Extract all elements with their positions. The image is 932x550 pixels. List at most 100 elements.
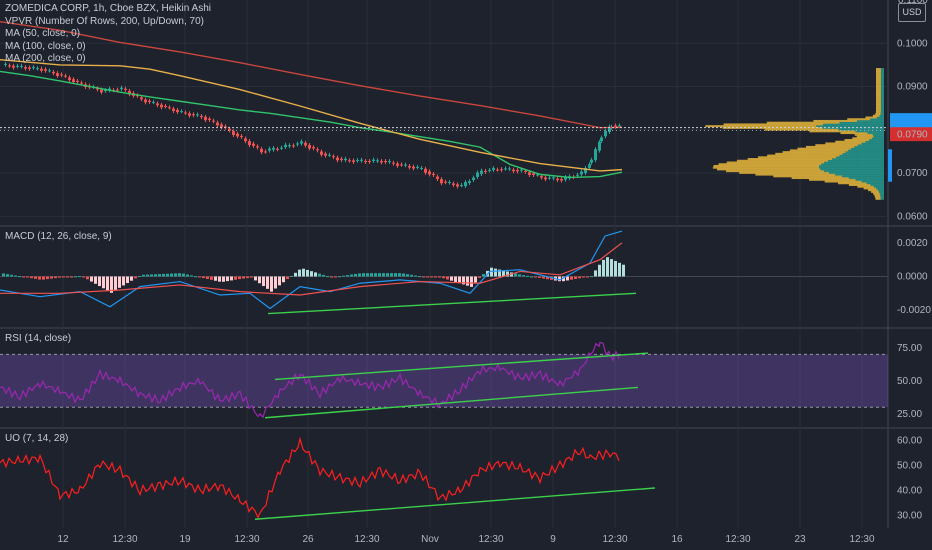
- macd-histogram-bar: [206, 276, 209, 279]
- vpvr-bar-up: [876, 74, 881, 77]
- candle: [492, 168, 495, 171]
- macd-histogram-bar: [226, 276, 229, 282]
- rsi-tick-label: 50.00: [897, 376, 922, 387]
- macd-histogram-bar: [606, 257, 609, 277]
- macd-histogram-bar: [118, 276, 121, 288]
- candle: [12, 65, 15, 68]
- candle: [8, 65, 11, 67]
- candle: [384, 160, 387, 163]
- vpvr-bar-up: [876, 85, 881, 88]
- candle: [272, 147, 275, 150]
- macd-histogram-bar: [478, 276, 481, 278]
- vpvr-bar-up: [852, 137, 872, 140]
- symbol-title[interactable]: ZOMEDICA CORP, 1h, Cboe BZX, Heikin Ashi: [5, 3, 212, 14]
- vpvr-bar-down: [880, 104, 884, 107]
- candle: [316, 149, 319, 151]
- vpvr-bar-up: [840, 132, 868, 135]
- macd-histogram-bar: [202, 276, 205, 279]
- candle: [180, 111, 183, 113]
- candle: [44, 69, 47, 71]
- macd-histogram-bar: [198, 276, 201, 278]
- macd-histogram-bar: [558, 276, 561, 282]
- candle: [224, 126, 227, 128]
- macd-histogram-bar: [378, 273, 381, 277]
- uo-trendline: [254, 487, 656, 520]
- macd-histogram-bar: [470, 276, 473, 287]
- macd-histogram-bar: [262, 276, 265, 287]
- legend-ma50[interactable]: MA (50, close, 0): [5, 28, 81, 40]
- candle: [72, 79, 75, 83]
- vpvr-bar-down: [873, 135, 884, 138]
- macd-histogram-bar: [358, 273, 361, 277]
- macd-histogram-bar: [526, 275, 529, 277]
- candle: [524, 170, 527, 172]
- macd-histogram-bar: [6, 274, 9, 277]
- candle: [556, 178, 559, 181]
- vpvr-bar-up: [809, 130, 856, 133]
- vpvr-bar-up: [789, 149, 849, 152]
- macd-histogram-bar: [146, 274, 149, 277]
- vpvr-bar-up: [875, 109, 881, 112]
- macd-histogram-bar: [398, 273, 401, 277]
- macd-histogram-bar: [542, 276, 545, 279]
- candle: [232, 131, 235, 136]
- candle: [344, 158, 347, 161]
- vpvr-bar-up: [773, 175, 842, 178]
- rsi-line: [0, 341, 620, 419]
- vpvr-bar-down: [851, 147, 884, 150]
- macd-histogram-bar: [570, 276, 573, 280]
- macd-histogram-bar: [450, 276, 453, 281]
- vpvr-bar-down: [861, 180, 884, 183]
- legend-vpvr[interactable]: VPVR (Number Of Rows, 200, Up/Down, 70): [5, 15, 204, 27]
- vpvr-bar-down: [839, 154, 884, 157]
- candle: [216, 122, 219, 126]
- vpvr-bar-down: [818, 166, 884, 169]
- time-tick-label: 23: [794, 534, 806, 545]
- candle: [588, 164, 591, 168]
- vpvr-bar-down: [880, 68, 884, 71]
- candle: [64, 75, 67, 77]
- vpvr-bar-down: [836, 156, 884, 159]
- macd-histogram-bar: [586, 276, 589, 278]
- legend-ma100[interactable]: MA (100, close, 0): [5, 40, 86, 52]
- candle: [608, 126, 611, 132]
- candle: [436, 176, 439, 180]
- macd-histogram-bar: [474, 276, 477, 283]
- vpvr-bar-up: [718, 163, 822, 166]
- candle: [512, 169, 515, 172]
- legend-ma200[interactable]: MA (200, close, 0): [5, 53, 86, 65]
- candle: [300, 141, 303, 144]
- macd-histogram-bar: [314, 272, 317, 277]
- vpvr-bar-down: [880, 87, 884, 90]
- candle: [392, 162, 395, 164]
- vpvr-bar-down: [873, 185, 884, 188]
- vpvr-bar-up: [876, 92, 881, 95]
- macd-histogram-bar: [402, 273, 405, 277]
- currency-badge[interactable]: USD: [898, 3, 926, 22]
- vpvr-bar-down: [880, 85, 884, 88]
- vpvr-bar-down: [848, 177, 884, 180]
- vpvr-bar-up: [791, 177, 849, 180]
- macd-histogram-bar: [334, 276, 337, 278]
- candle: [184, 112, 187, 114]
- candle: [348, 160, 351, 162]
- candle: [164, 106, 167, 108]
- candle: [448, 182, 451, 184]
- candle: [248, 141, 251, 146]
- macd-histogram-bar: [362, 273, 365, 277]
- candle: [36, 68, 39, 70]
- vpvr-bar-up: [876, 73, 881, 76]
- rsi-band: [0, 354, 888, 408]
- candle: [332, 156, 335, 158]
- vpvr-bar-down: [872, 133, 884, 136]
- macd-title: MACD (12, 26, close, 9): [5, 231, 112, 242]
- vpvr-bar-down: [880, 74, 884, 77]
- macd-histogram-bar: [422, 276, 425, 278]
- vpvr-bar-down: [880, 71, 884, 74]
- vpvr-bar-up: [844, 138, 870, 141]
- candle: [604, 130, 607, 137]
- macd-histogram-bar: [294, 272, 297, 277]
- candle: [52, 71, 55, 74]
